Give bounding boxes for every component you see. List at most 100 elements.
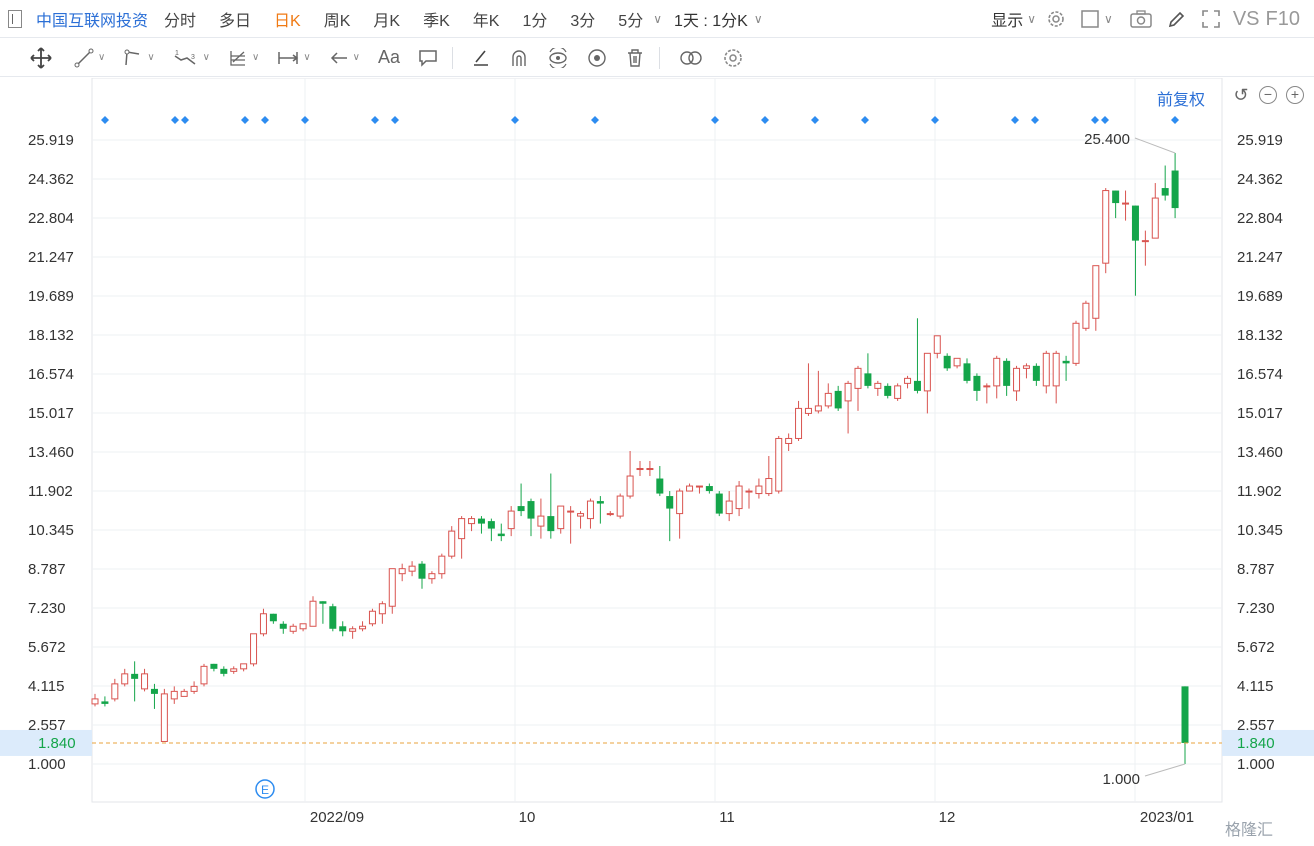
candle — [190, 681, 198, 694]
range-chevron-icon[interactable]: ∨ — [753, 11, 763, 26]
range-select[interactable]: 1天 : 1分K — [674, 12, 748, 30]
undo-icon[interactable]: ↺ — [1233, 85, 1249, 105]
y-tick-label-right: 7.230 — [1237, 600, 1275, 617]
period-intraday[interactable]: 分时 — [164, 12, 197, 30]
drawing-toolbar: ∨ ∨ 1 3 ∨ ∨ ∨ ∨ Aa — [0, 39, 1314, 77]
fib-icon[interactable]: ∨ — [228, 48, 259, 68]
candle-body — [517, 506, 525, 512]
candle — [378, 601, 386, 624]
candle-body — [537, 515, 545, 527]
candle-body — [656, 478, 664, 494]
candle-body — [170, 690, 178, 700]
period-weekly-k[interactable]: 周K — [323, 12, 351, 30]
max-price-label: 25.400 — [1084, 131, 1130, 148]
period-quarterly-k[interactable]: 季K — [423, 12, 450, 30]
candle — [765, 455, 773, 497]
pencil-icon[interactable] — [1167, 9, 1187, 29]
candle-body — [279, 623, 287, 629]
candle-body — [695, 485, 703, 488]
candle-body — [91, 698, 99, 705]
candle-body — [577, 513, 585, 517]
event-marker — [171, 116, 179, 124]
chevron-down-icon[interactable]: ∨ — [653, 11, 662, 26]
text-icon[interactable]: Aa — [377, 47, 400, 67]
candle — [339, 621, 347, 637]
candle — [814, 370, 822, 414]
candle-body — [240, 663, 248, 670]
adjust-type-button[interactable]: 前复权 — [1157, 92, 1206, 109]
candle-body — [299, 623, 307, 630]
zoom-in-icon[interactable]: + — [1286, 86, 1304, 104]
candle-body — [1171, 170, 1179, 209]
period-multiday[interactable]: 多日 — [219, 12, 252, 30]
candle-body — [210, 663, 218, 669]
stock-name[interactable]: 中国互联网投资 — [36, 12, 149, 30]
kline-chart[interactable]: 25.919 25.919 24.362 24.362 22.804 22.804 21.2… — [0, 78, 1314, 846]
candle — [725, 491, 733, 522]
camera-icon[interactable] — [1129, 9, 1153, 29]
chart-settings-icon[interactable] — [722, 47, 744, 69]
candle — [220, 666, 228, 677]
eye-icon[interactable] — [587, 48, 607, 68]
candle — [289, 623, 297, 634]
candle-body — [755, 485, 763, 495]
eye-cycle-icon[interactable] — [547, 47, 569, 68]
range-icon[interactable]: ∨ — [277, 48, 311, 68]
candle-body — [596, 501, 604, 504]
move-icon[interactable] — [30, 46, 52, 69]
candle-body — [814, 405, 822, 412]
fullscreen-icon[interactable] — [1201, 9, 1221, 29]
period-yearly-k[interactable]: 年K — [472, 12, 500, 30]
candle — [141, 668, 149, 692]
candle — [1022, 363, 1030, 379]
arc-icon[interactable] — [509, 48, 529, 68]
y-tick-label-right: 19.689 — [1237, 288, 1283, 305]
display-chevron-icon[interactable]: ∨ — [1027, 12, 1037, 26]
settings-icon[interactable] — [1046, 9, 1066, 29]
period-daily-k[interactable]: 日K — [274, 12, 301, 30]
trash-icon[interactable] — [625, 48, 645, 68]
candle — [150, 683, 158, 709]
zoom-out-icon[interactable]: − — [1259, 86, 1277, 104]
candle-body — [705, 486, 713, 492]
candle-body — [666, 496, 674, 509]
period-5min[interactable]: 5分 — [618, 12, 644, 30]
candle-body — [1052, 352, 1060, 387]
f10-button[interactable]: F10 — [1265, 7, 1300, 30]
candle-body — [1062, 360, 1070, 364]
event-e-circle — [255, 779, 275, 799]
line-icon[interactable]: ∨ — [74, 48, 105, 68]
display-menu[interactable]: 显示 — [991, 13, 1024, 30]
y-tick-label-left: 15.017 — [28, 405, 74, 422]
min-label-leader — [1144, 763, 1186, 777]
candle — [1161, 165, 1169, 201]
pen-icon[interactable] — [471, 48, 491, 68]
arrow-icon[interactable]: ∨ — [329, 48, 360, 68]
square-icon[interactable] — [1080, 9, 1100, 29]
comment-icon[interactable] — [418, 48, 438, 68]
candle — [1072, 320, 1080, 366]
candle — [755, 478, 763, 499]
polyline-icon[interactable]: ∨ — [123, 48, 155, 68]
event-marker — [1091, 116, 1099, 124]
candle-body — [220, 668, 228, 674]
square-chevron-icon[interactable]: ∨ — [1104, 12, 1113, 26]
y-tick-label-left: 24.362 — [28, 171, 74, 188]
candle-body — [160, 693, 168, 742]
candle-body — [269, 613, 277, 622]
y-tick-label-right: 4.115 — [1237, 678, 1273, 695]
wave-icon[interactable]: 1 3 ∨ — [174, 49, 210, 65]
candle-body — [1042, 352, 1050, 387]
period-1min[interactable]: 1分 — [522, 12, 548, 30]
link-icon[interactable] — [678, 48, 704, 68]
candle — [656, 466, 664, 497]
event-marker — [591, 116, 599, 124]
top-bar: 中国互联网投资 分时 多日 日K 周K 月K 季K 年K 1分 3分 5分 ∨ … — [0, 0, 1314, 38]
vs-button[interactable]: VS — [1232, 7, 1260, 30]
period-monthly-k[interactable]: 月K — [373, 12, 401, 30]
candle-body — [309, 600, 317, 627]
candle-body — [150, 688, 158, 694]
period-3min[interactable]: 3分 — [570, 12, 596, 30]
sidebar-toggle-button[interactable] — [8, 9, 22, 28]
